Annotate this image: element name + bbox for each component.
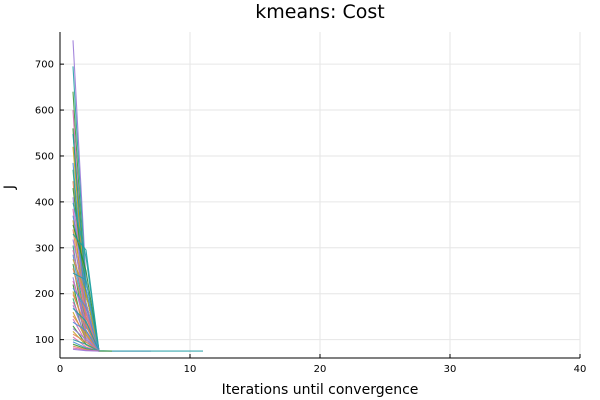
series-line-26 [72,268,100,352]
x-tick-label: 40 [574,364,587,375]
series-line-41 [72,321,100,352]
series-line-52 [72,348,100,352]
x-tick-label: 10 [184,364,197,375]
series-line-19 [72,233,100,352]
series-line-24 [72,259,100,352]
y-tick-label: 300 [35,243,54,254]
x-tick-label: 0 [57,364,63,375]
y-tick-label: 400 [35,197,54,208]
x-axis-label: Iterations until convergence [221,382,419,398]
x-tick-label: 30 [444,364,457,375]
series-line-33 [72,294,100,352]
y-tick-label: 100 [35,335,54,346]
series-line-43 [72,328,100,352]
y-tick-label: 600 [35,106,54,117]
series-line-47 [72,339,100,352]
x-tick-label: 20 [314,364,327,375]
series-line-37 [72,308,100,352]
chart-title: kmeans: Cost [255,1,385,23]
y-tick-label: 500 [35,151,54,162]
y-axis-label: J [2,184,18,190]
y-tick-label: 700 [35,60,54,71]
series-line-27 [72,272,100,352]
series-line-31 [72,287,100,352]
series-line-45 [72,333,100,352]
series-line-39 [72,315,100,352]
y-tick-label: 200 [35,289,54,300]
